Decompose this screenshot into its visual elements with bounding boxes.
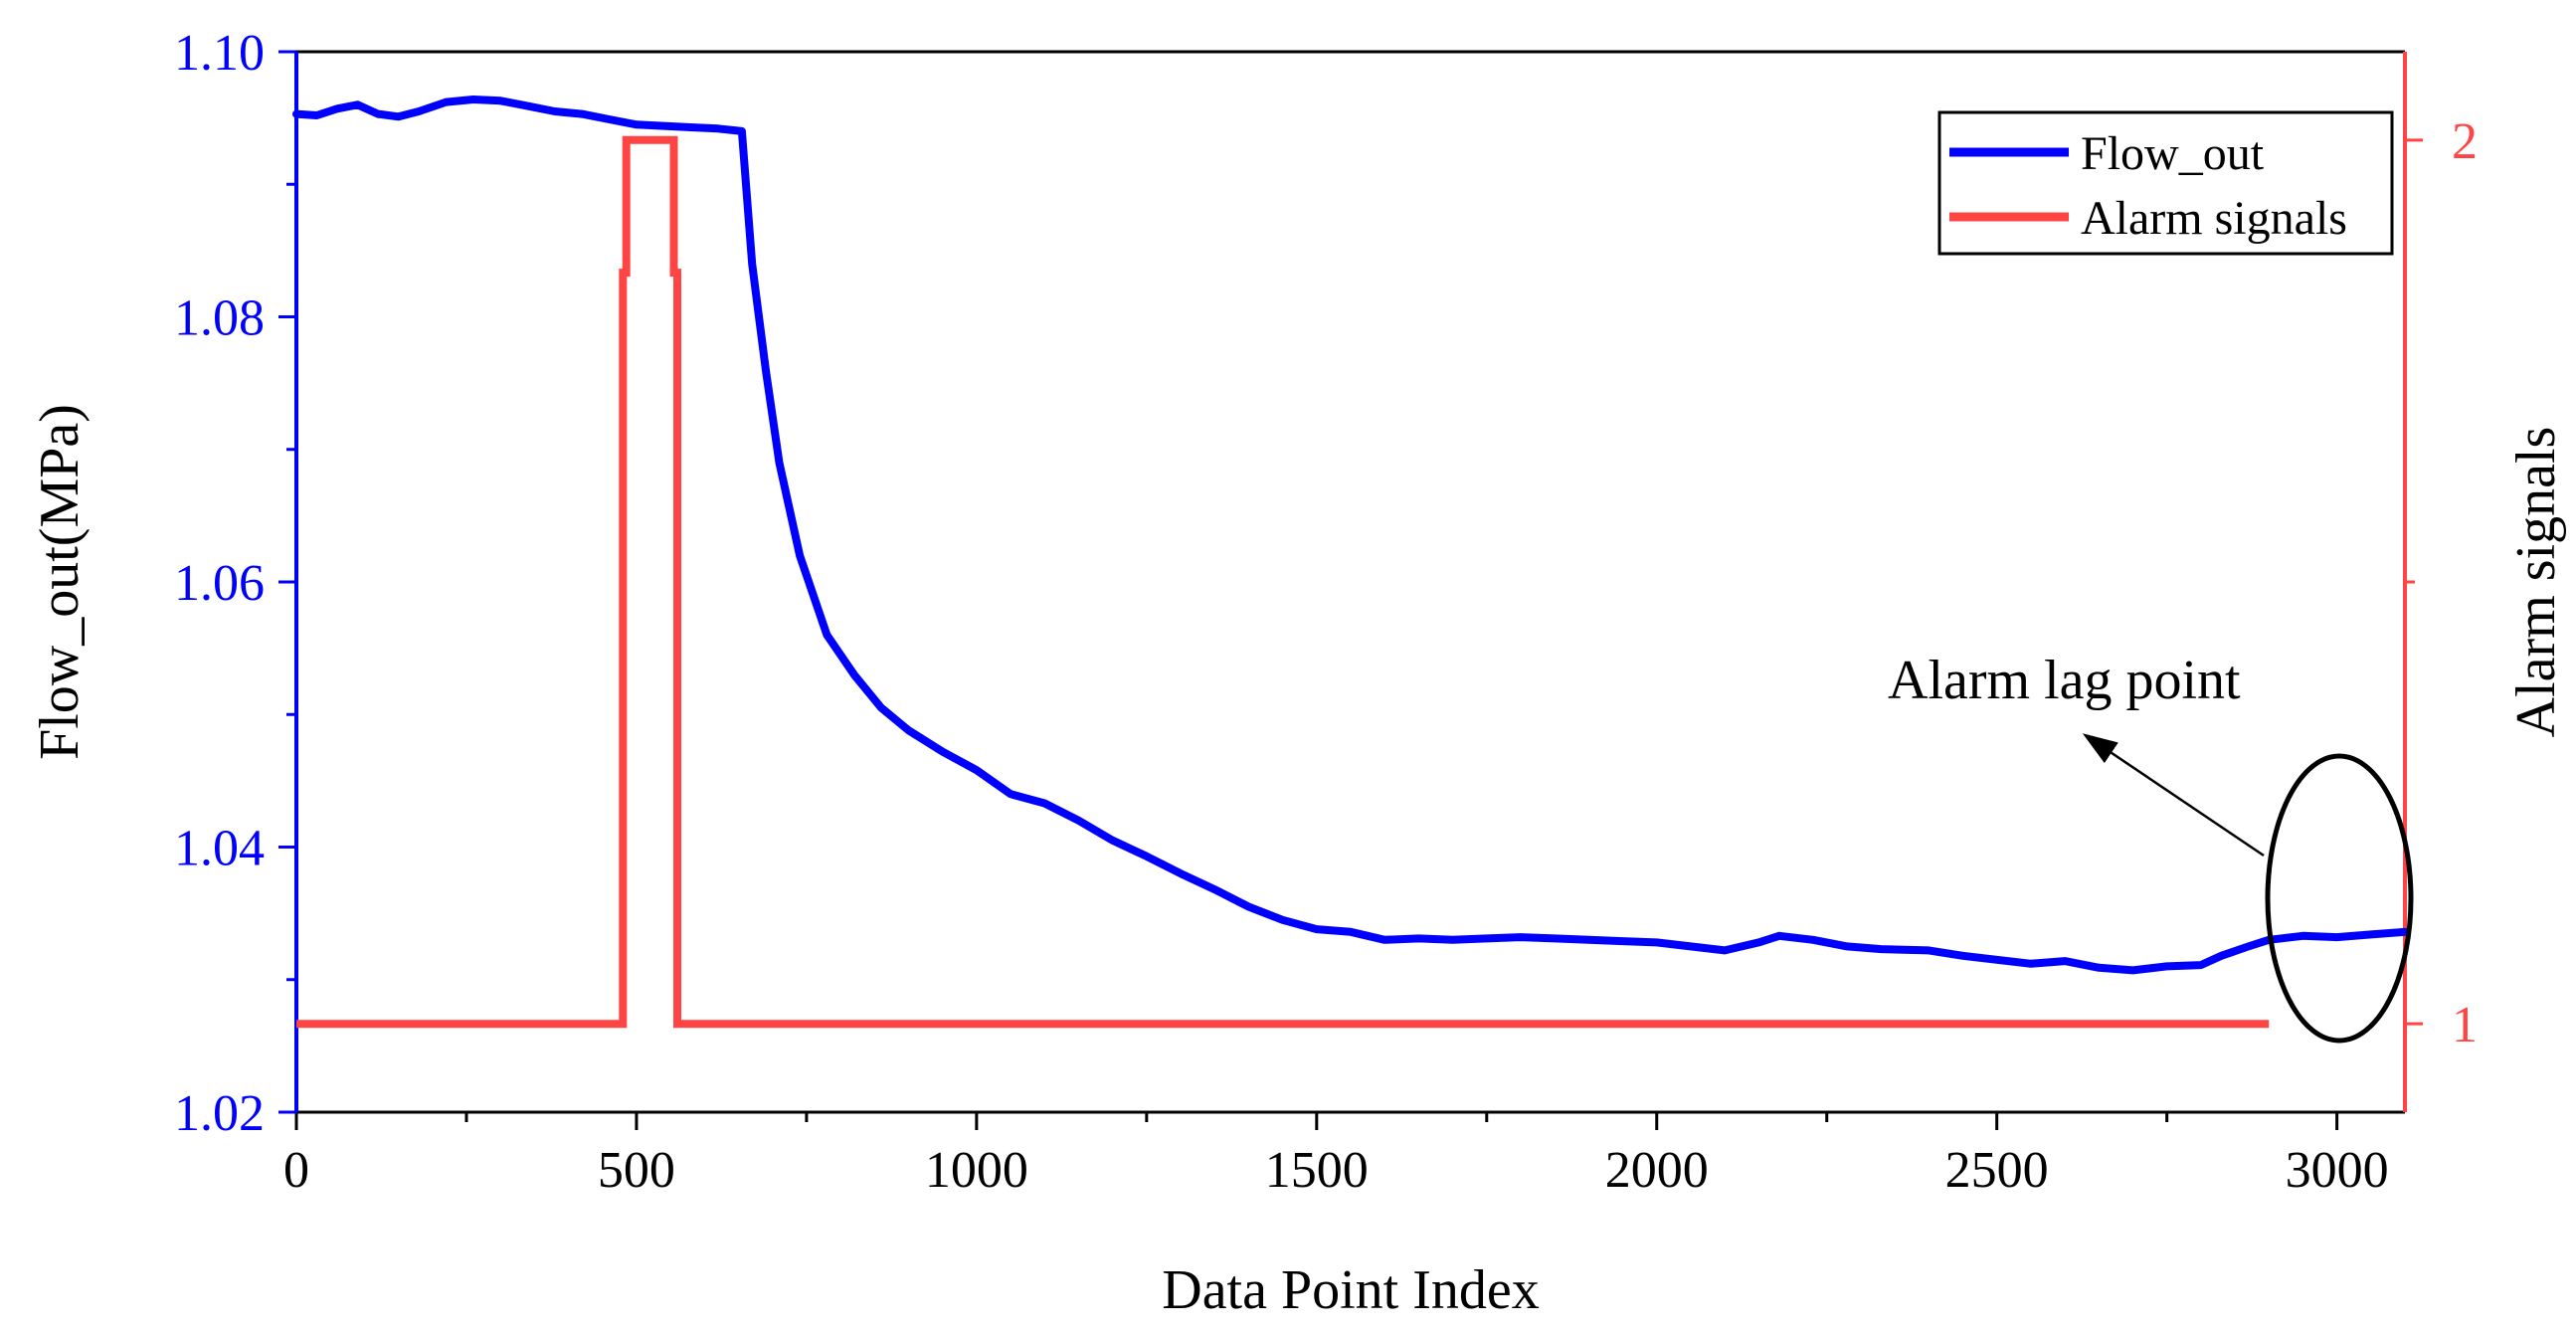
right-y-axis-ticks: 12 — [2405, 113, 2478, 1053]
x-tick-label: 3000 — [2286, 1142, 2389, 1199]
alarm-lag-ellipse — [2265, 753, 2414, 1044]
x-axis-ticks: 0 500 1000 1500 2000 2500 3000 — [283, 1112, 2389, 1199]
alarm-signals-series-line — [296, 135, 2270, 1029]
y-tick-label: 1.08 — [174, 290, 265, 347]
left-y-axis-ticks: 1.02 1.04 1.06 1.08 1.10 — [174, 25, 296, 1142]
y-axis-label: Flow_out(MPa) — [29, 404, 91, 760]
flow-out-series-line — [292, 95, 2409, 975]
legend-alarm-signals-label: Alarm signals — [2081, 192, 2347, 245]
legend-box — [1937, 110, 2394, 256]
x-tick-label: 1500 — [1265, 1142, 1369, 1199]
x-tick-label: 500 — [598, 1142, 675, 1199]
y-tick-label: 1.06 — [174, 555, 265, 612]
x-axis-label: Data Point Index — [1162, 1259, 1539, 1321]
y-tick-label: 1.02 — [174, 1085, 265, 1142]
annotation-label: Alarm lag point — [1888, 650, 2241, 711]
x-tick-label: 2000 — [1605, 1142, 1709, 1199]
x-tick-label: 1000 — [925, 1142, 1028, 1199]
annotation-arrow — [2082, 733, 2265, 858]
x-tick-label: 2500 — [1945, 1142, 2049, 1199]
y-tick-label: 1.04 — [174, 821, 265, 877]
y2-tick-label: 1 — [2452, 997, 2478, 1053]
y2-axis-label: Alarm signals — [2505, 427, 2567, 738]
y-tick-label: 1.10 — [174, 25, 265, 82]
x-tick-label: 0 — [283, 1142, 309, 1199]
legend: Flow_out Alarm signals — [1937, 110, 2394, 256]
y2-tick-label: 2 — [2452, 113, 2478, 170]
legend-flow-out-label: Flow_out — [2081, 127, 2265, 180]
